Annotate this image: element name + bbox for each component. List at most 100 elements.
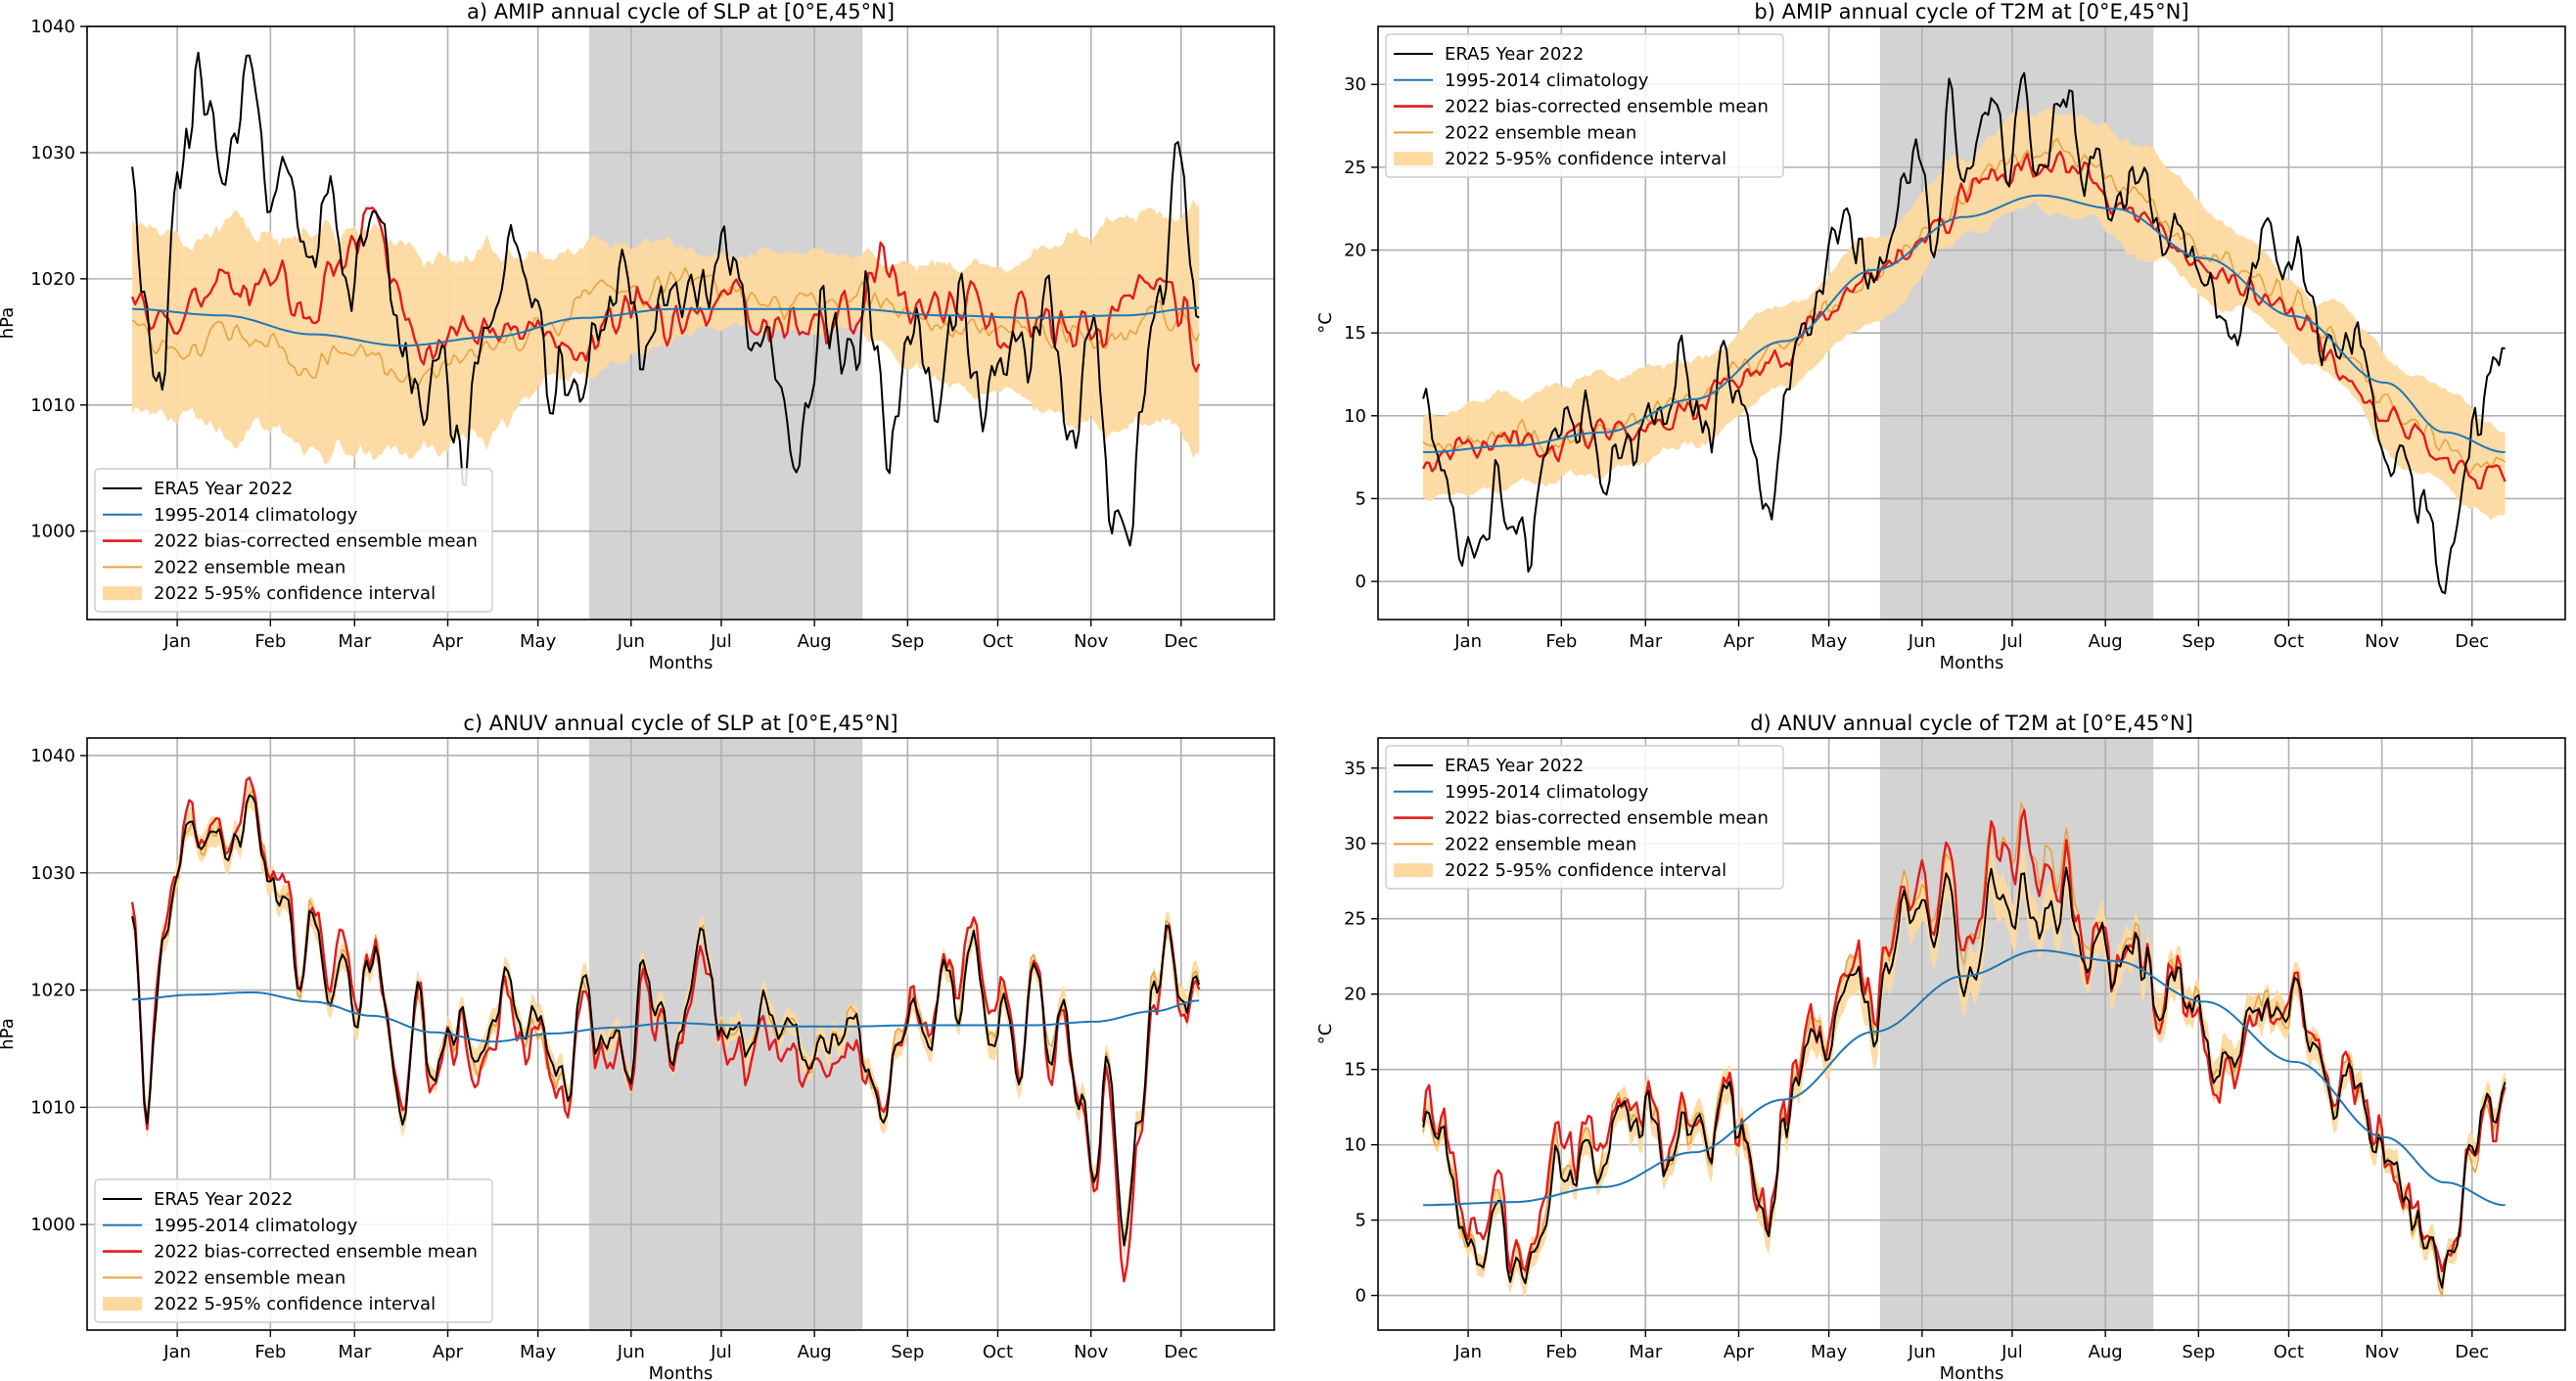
x-tick-label: Aug (798, 631, 832, 652)
x-tick-label: Apr (1724, 1342, 1755, 1362)
series-era5-line (131, 51, 1200, 547)
x-tick-label: Mar (1629, 1342, 1663, 1362)
series-bc-line (1421, 808, 2507, 1274)
x-tick-label: Dec (1164, 631, 1198, 652)
x-tick-label: Jul (2001, 1342, 2023, 1362)
y-axis-label: hPa (0, 307, 18, 339)
legend-swatch-ci (1394, 152, 1433, 166)
legend-entry-label: 1995-2014 climatology (154, 1216, 358, 1236)
x-tick-label: Nov (2365, 631, 2399, 652)
y-tick-label: 20 (1344, 241, 1366, 261)
x-tick-label: Jul (710, 631, 732, 652)
x-tick-label: Sep (891, 631, 924, 652)
x-tick-label: Nov (1074, 631, 1108, 652)
x-tick-label: Nov (1074, 1342, 1108, 1362)
y-axis-label: hPa (0, 1018, 18, 1049)
y-tick-label: 10 (1344, 1135, 1366, 1156)
legend-entry-label: 2022 5-95% confidence interval (154, 1294, 436, 1314)
y-tick-label: 1020 (30, 981, 75, 1001)
x-tick-label: Jan (162, 1342, 191, 1362)
legend: ERA5 Year 2022 1995-2014 climatology 2022 … (1385, 33, 1784, 178)
x-tick-label: Nov (2365, 1342, 2399, 1362)
legend-entry-label: 2022 ensemble mean (154, 1267, 345, 1288)
x-tick-label: Apr (1724, 631, 1755, 652)
y-tick-label: 30 (1344, 74, 1366, 95)
y-axis-label: °C (1315, 1024, 1336, 1045)
y-tick-label: 25 (1344, 909, 1366, 930)
series-clim-line (1423, 194, 2506, 453)
x-ticks: Jan Feb Mar Apr May Jun Jul Aug Sep Oct Nov Dec (1453, 620, 2489, 652)
x-tick-label: May (520, 1342, 557, 1362)
x-tick-label: Jun (1908, 1342, 1936, 1362)
x-tick-label: Jun (1908, 631, 1936, 652)
x-tick-label: Aug (798, 1342, 832, 1362)
x-tick-label: Jul (710, 1342, 732, 1362)
y-tick-label: 30 (1344, 834, 1366, 854)
y-axis-label: °C (1315, 312, 1336, 334)
x-axis-label: Months (649, 1363, 713, 1381)
y-tick-label: 5 (1356, 1211, 1366, 1231)
y-tick-label: 35 (1344, 759, 1366, 779)
legend-entry-label: 2022 ensemble mean (1445, 834, 1636, 854)
x-tick-label: Mar (338, 1342, 372, 1362)
y-tick-label: 0 (1356, 572, 1366, 592)
series-bc-line (1422, 150, 2507, 490)
legend-entry-label: 2022 5-95% confidence interval (154, 583, 436, 604)
y-tick-label: 1030 (30, 863, 75, 884)
series-ens-line (131, 266, 1200, 390)
x-tick-label: Dec (2455, 1342, 2489, 1362)
x-tick-label: Mar (1629, 631, 1663, 652)
chart-title: b) AMIP annual cycle of T2M at [0°E,45°N… (1754, 0, 2188, 23)
x-tick-label: Aug (2089, 631, 2123, 652)
legend-entry-label: ERA5 Year 2022 (154, 479, 293, 499)
x-ticks: Jan Feb Mar Apr May Jun Jul Aug Sep Oct Nov Dec (162, 1330, 1198, 1362)
series-era5-line (1422, 71, 2506, 595)
series-era5-line (1422, 866, 2507, 1289)
series-clim-line (132, 991, 1200, 1043)
x-tick-label: Sep (2182, 1342, 2215, 1362)
panel-a: Jan Feb Mar Apr May Jun Jul Aug Sep Oct Nov Dec Mont… (0, 0, 1275, 673)
chart-title: c) ANUV annual cycle of SLP at [0°E,45°N… (463, 712, 897, 735)
axes-frame (86, 25, 1275, 621)
x-ticks: Jan Feb Mar Apr May Jun Jul Aug Sep Oct Nov Dec (1453, 1330, 2489, 1362)
x-tick-label: Oct (983, 1342, 1013, 1362)
x-tick-label: Feb (254, 631, 286, 652)
x-tick-label: May (1811, 631, 1848, 652)
x-tick-label: Apr (433, 1342, 464, 1362)
x-axis-label: Months (1940, 653, 2004, 673)
x-tick-label: Sep (891, 1342, 924, 1362)
axes-frame (1377, 737, 2566, 1331)
legend-entry-label: 2022 bias-corrected ensemble mean (1445, 97, 1769, 117)
panel-d: Jan Feb Mar Apr May Jun Jul Aug Sep Oct Nov Dec Mont… (1315, 712, 2566, 1381)
x-tick-label: Jan (1453, 1342, 1482, 1362)
legend-entry-label: 2022 ensemble mean (1445, 122, 1636, 143)
legend-swatch-ci (103, 586, 142, 601)
summer-shade (1879, 738, 2154, 1330)
legend: ERA5 Year 2022 1995-2014 climatology 2022 … (94, 1178, 493, 1323)
x-tick-label: Dec (2455, 631, 2489, 652)
legend-entry-label: ERA5 Year 2022 (1445, 756, 1584, 776)
axes-frame (1377, 25, 2566, 621)
x-tick-label: Oct (983, 631, 1013, 652)
x-tick-label: Jun (617, 631, 645, 652)
x-tick-label: Feb (1545, 631, 1577, 652)
x-tick-label: Oct (2274, 1342, 2304, 1362)
series-bc-line (130, 207, 1201, 373)
x-ticks: Jan Feb Mar Apr May Jun Jul Aug Sep Oct Nov Dec (162, 620, 1198, 652)
chart-title: d) ANUV annual cycle of T2M at [0°E,45°N… (1750, 712, 2193, 735)
x-tick-label: Dec (1164, 1342, 1198, 1362)
legend-entry-label: 2022 ensemble mean (154, 557, 345, 577)
y-tick-label: 1030 (30, 143, 75, 163)
x-tick-label: Sep (2182, 631, 2215, 652)
x-tick-label: Mar (338, 631, 372, 652)
y-tick-label: 1040 (30, 746, 75, 766)
legend-entry-label: 2022 5-95% confidence interval (1445, 860, 1726, 881)
y-ticks: 0 5 10 15 20 25 30 (1344, 74, 1378, 592)
series-clim-line (132, 306, 1200, 347)
legend-entry-label: 1995-2014 climatology (154, 505, 358, 526)
x-tick-label: Feb (254, 1342, 286, 1362)
y-ticks: 1000 1010 1020 1030 1040 (30, 746, 87, 1235)
y-tick-label: 1000 (30, 522, 75, 542)
legend-entry-label: 1995-2014 climatology (1445, 782, 1649, 803)
